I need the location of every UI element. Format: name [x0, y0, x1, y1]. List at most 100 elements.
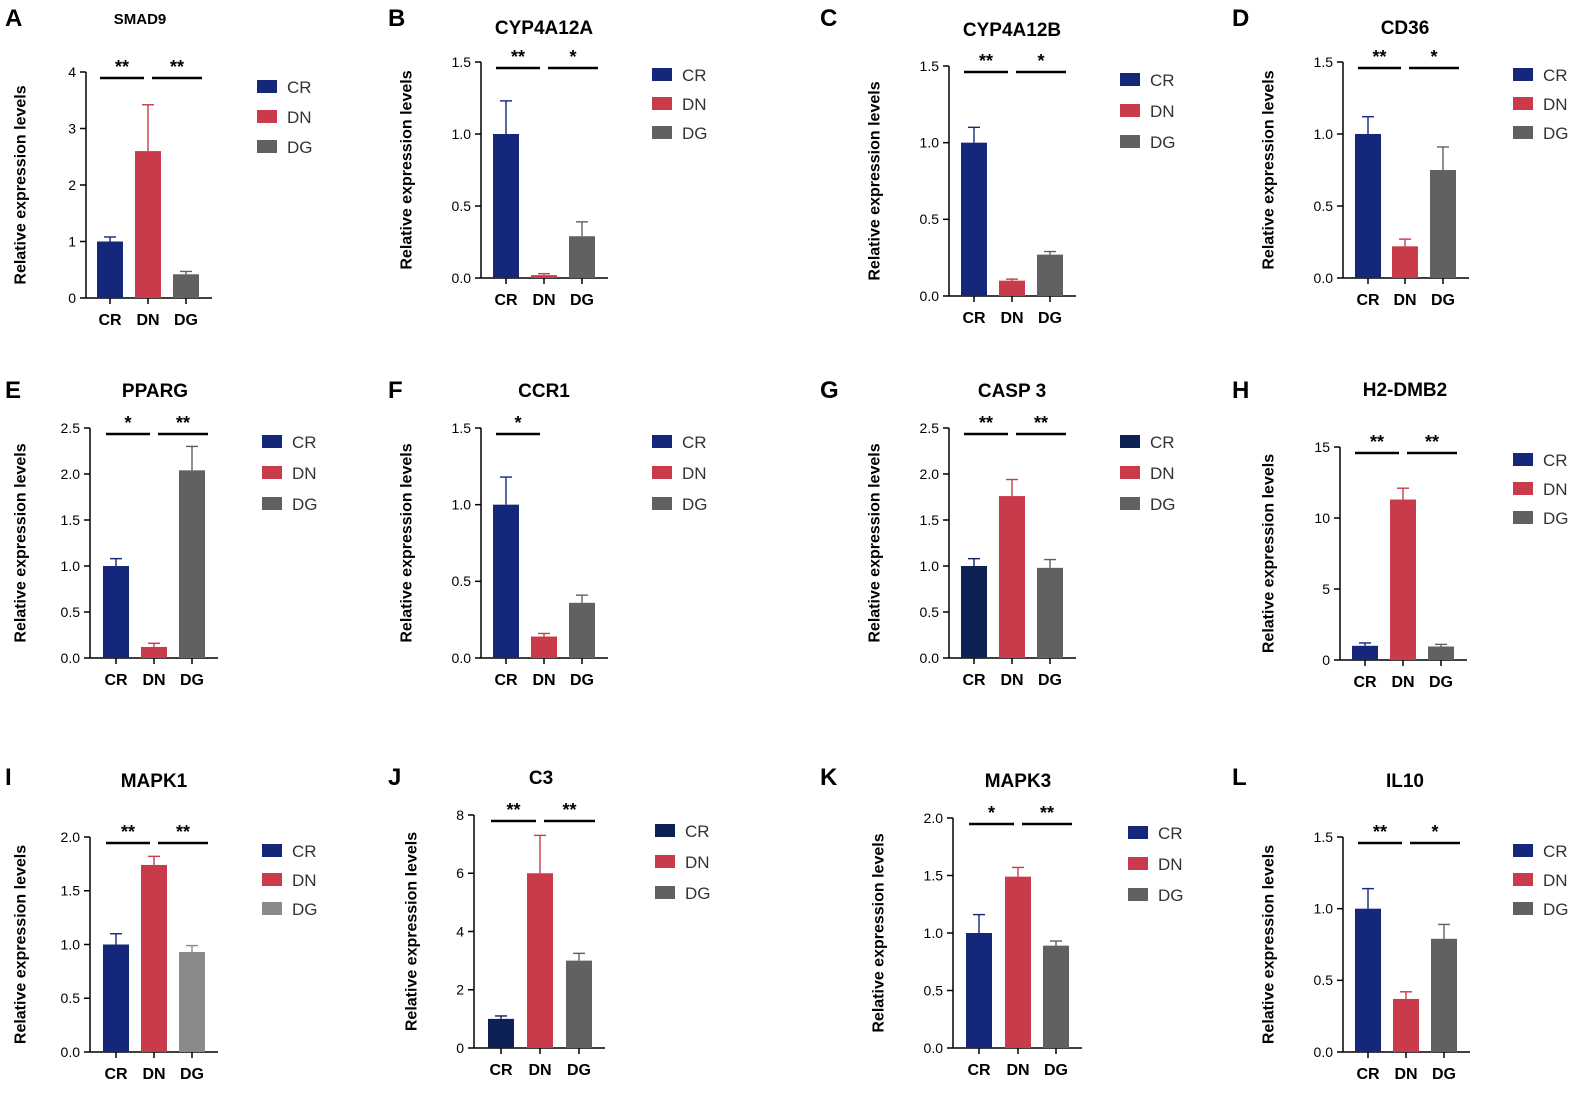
legend-swatch-dn [1513, 873, 1533, 886]
y-tick-label: 0.0 [1314, 270, 1334, 286]
legend-swatch-dn [262, 873, 282, 886]
x-tick-label-dg: DG [1044, 1062, 1068, 1079]
legend-label-dn: DN [292, 871, 317, 890]
y-tick-label: 0.0 [1314, 1044, 1334, 1060]
panel-b: B CYP4A12A Relative expression levels 0.0 0.… [388, 5, 708, 309]
legend-label-dn: DN [292, 464, 317, 483]
y-tick-label: 1.0 [452, 126, 472, 142]
significance-marker: ** [176, 822, 190, 842]
bar-cr [1355, 908, 1381, 1052]
panel-letter-i: I [5, 764, 12, 791]
legend-label-dg: DG [1158, 886, 1184, 905]
y-axis-label: Relative expression levels [1261, 845, 1278, 1044]
x-tick-label-cr: CR [967, 1062, 991, 1079]
significance-marker: * [1430, 47, 1437, 67]
x-tick-label-dn: DN [532, 292, 555, 309]
y-tick-label: 0.0 [452, 650, 472, 666]
panel-l: L IL10 Relative expression levels 0.0 0.5 1.0… [1232, 764, 1569, 1083]
legend-label-cr: CR [1543, 842, 1568, 861]
y-tick-label: 1.0 [1314, 901, 1334, 917]
legend-swatch-dg [652, 497, 672, 510]
x-tick-label-dn: DN [1391, 674, 1414, 691]
legend-swatch-cr [652, 68, 672, 81]
bar-dn [527, 873, 553, 1048]
y-tick-label: 0.5 [452, 573, 472, 589]
x-tick-label-cr: CR [1353, 674, 1377, 691]
significance-marker: ** [170, 57, 184, 77]
legend-swatch-cr [257, 80, 277, 93]
x-tick-label-dn: DN [136, 312, 159, 329]
panel-letter-c: C [820, 5, 837, 32]
y-tick-label: 0.0 [920, 650, 940, 666]
legend-swatch-dg [262, 902, 282, 915]
legend-label-dg: DG [682, 495, 708, 514]
bar-dn [1390, 499, 1416, 660]
x-tick-label-dn: DN [1393, 292, 1416, 309]
x-tick-label-dg: DG [174, 312, 198, 329]
y-tick-label: 0.0 [924, 1040, 944, 1056]
panel-letter-k: K [820, 764, 838, 791]
significance-marker: ** [562, 800, 576, 820]
bar-cr [1355, 134, 1381, 278]
y-tick-label: 1.5 [61, 512, 81, 528]
bar-dg [179, 470, 205, 658]
significance-marker: ** [1040, 803, 1054, 823]
y-axis-label: Relative expression levels [871, 833, 888, 1032]
significance-marker: ** [1372, 47, 1386, 67]
y-tick-label: 1.0 [924, 925, 944, 941]
x-tick-label-dn: DN [1394, 1066, 1417, 1083]
panel-letter-a: A [5, 5, 22, 32]
significance-marker: ** [1370, 432, 1384, 452]
legend-swatch-dg [1513, 902, 1533, 915]
significance-marker: ** [1373, 822, 1387, 842]
legend-swatch-dg [1120, 497, 1140, 510]
y-tick-label: 2.5 [61, 420, 81, 436]
y-tick-label: 0.5 [61, 604, 81, 620]
bar-dn [999, 496, 1025, 658]
legend-label-cr: CR [1158, 824, 1183, 843]
bar-dn [135, 151, 161, 298]
legend-label-cr: CR [287, 78, 312, 97]
legend-label-cr: CR [682, 66, 707, 85]
legend-label-dn: DN [682, 464, 707, 483]
panel-letter-b: B [388, 5, 405, 32]
legend-swatch-dg [655, 886, 675, 899]
legend-label-dg: DG [287, 138, 313, 157]
significance-marker: ** [506, 800, 520, 820]
y-tick-label: 0.5 [1314, 198, 1334, 214]
y-tick-label: 1.0 [452, 497, 472, 513]
y-tick-label: 1.0 [1314, 126, 1334, 142]
bar-cr [1352, 645, 1378, 660]
y-axis-label: Relative expression levels [867, 81, 884, 280]
panel-letter-h: H [1232, 377, 1249, 404]
legend-label-dg: DG [292, 495, 318, 514]
bar-dg [1428, 646, 1454, 660]
x-tick-label-cr: CR [1356, 1066, 1380, 1083]
y-tick-label: 1.0 [61, 558, 81, 574]
y-tick-label: 1.5 [1314, 54, 1334, 70]
legend-label-dn: DN [1150, 464, 1175, 483]
legend-swatch-dn [1513, 97, 1533, 110]
legend-label-dg: DG [292, 900, 318, 919]
y-axis-label: Relative expression levels [867, 443, 884, 642]
bar-cr [97, 241, 123, 298]
x-tick-label-cr: CR [962, 310, 986, 327]
bar-dg [1430, 170, 1456, 278]
significance-marker: * [1037, 51, 1044, 71]
bar-cr [488, 1018, 514, 1048]
y-tick-label: 1.0 [920, 135, 940, 151]
legend-label-cr: CR [1150, 71, 1175, 90]
y-tick-label: 2.0 [61, 829, 81, 845]
bar-dg [173, 274, 199, 298]
legend-swatch-cr [1513, 453, 1533, 466]
panel-i: I MAPK1 Relative expression levels 0.0 0.5 1.… [5, 764, 318, 1083]
y-tick-label: 0.0 [452, 270, 472, 286]
legend-swatch-dn [655, 855, 675, 868]
x-tick-label-dn: DN [528, 1062, 551, 1079]
y-axis-label: Relative expression levels [13, 85, 30, 284]
significance-marker: * [514, 413, 521, 433]
significance-marker: ** [979, 51, 993, 71]
x-tick-label-dg: DG [570, 672, 594, 689]
panel-e: E PPARG Relative expression levels 0.0 0.5 1.… [5, 377, 318, 689]
legend-label-cr: CR [292, 433, 317, 452]
